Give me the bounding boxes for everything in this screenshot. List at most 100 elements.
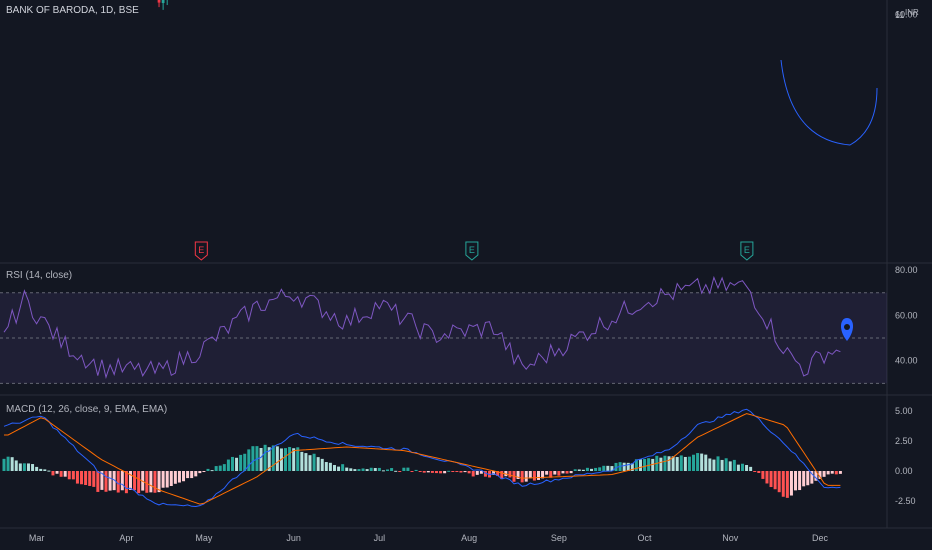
macd-histogram-bar <box>104 471 108 492</box>
macd-histogram-bar <box>569 471 573 474</box>
macd-legend[interactable]: MACD (12, 26, close, 9, EMA, EMA) <box>6 404 168 415</box>
macd-histogram-bar <box>467 471 471 474</box>
rsi-axis-tick: 40.00 <box>895 356 918 366</box>
time-axis-label: Sep <box>551 533 567 543</box>
macd-histogram-bar <box>161 471 165 488</box>
macd-histogram-bar <box>169 471 173 486</box>
macd-histogram-bar <box>39 468 43 471</box>
macd-histogram-bar <box>430 471 434 473</box>
macd-histogram-bar <box>402 467 406 471</box>
macd-histogram-bar <box>96 471 100 492</box>
macd-histogram-bar <box>406 467 410 471</box>
macd-histogram-bar <box>182 471 186 482</box>
macd-histogram-bar <box>765 471 769 484</box>
macd-histogram-bar <box>43 469 47 471</box>
macd-histogram-bar <box>377 467 381 471</box>
macd-axis-tick: -2.50 <box>895 496 916 506</box>
candle-body <box>157 0 161 3</box>
macd-histogram-bar <box>365 469 369 471</box>
macd-axis-tick: 5.00 <box>895 406 913 416</box>
macd-histogram-bar <box>594 467 598 471</box>
macd-histogram-bar <box>373 468 377 471</box>
macd-histogram-bar <box>439 471 443 474</box>
macd-histogram-bar <box>838 471 842 474</box>
macd-histogram-bar <box>830 471 834 474</box>
macd-axis-tick: 0.00 <box>895 466 913 476</box>
macd-histogram-bar <box>508 471 512 478</box>
macd-histogram-bar <box>545 471 549 475</box>
rsi-axis-tick: 60.00 <box>895 310 918 320</box>
macd-axis-tick: 2.50 <box>895 436 913 446</box>
macd-histogram-bar <box>700 453 704 471</box>
macd-histogram-bar <box>284 448 288 471</box>
macd-histogram-bar <box>459 471 463 473</box>
earnings-marker-shape <box>194 241 208 261</box>
macd-histogram-bar <box>47 470 51 472</box>
macd-histogram-bar <box>226 459 230 471</box>
macd-histogram-bar <box>165 471 169 488</box>
macd-histogram-bar <box>63 471 67 477</box>
macd-histogram-bar <box>749 466 753 471</box>
macd-histogram-bar <box>145 471 149 493</box>
macd-histogram-bar <box>683 456 687 471</box>
time-axis-label: Jun <box>286 533 301 543</box>
macd-histogram-bar <box>414 469 418 471</box>
earnings-marker-label: E <box>744 245 750 255</box>
macd-histogram-bar <box>671 456 675 471</box>
macd-histogram-bar <box>267 447 271 471</box>
macd-histogram-bar <box>622 462 626 471</box>
rsi-legend[interactable]: RSI (14, close) <box>6 270 73 281</box>
macd-histogram-bar <box>263 444 267 471</box>
macd-histogram-bar <box>381 470 385 472</box>
macd-histogram-bar <box>210 470 214 472</box>
macd-histogram-bar <box>218 465 222 471</box>
macd-histogram-bar <box>479 471 483 474</box>
macd-histogram-bar <box>410 471 414 472</box>
macd-histogram-bar <box>802 471 806 487</box>
macd-histogram-bar <box>14 460 18 471</box>
macd-histogram-bar <box>528 471 532 479</box>
macd-histogram-bar <box>271 445 275 471</box>
macd-histogram-bar <box>71 471 75 480</box>
macd-histogram-bar <box>345 467 349 471</box>
macd-histogram-bar <box>773 471 777 490</box>
candle-body <box>161 0 165 4</box>
macd-histogram-bar <box>598 467 602 471</box>
macd-histogram-bar <box>585 467 589 471</box>
macd-histogram-bar <box>520 471 524 483</box>
currency-label: INR <box>905 8 919 17</box>
macd-histogram-bar <box>492 471 496 475</box>
macd-histogram-bar <box>769 471 773 488</box>
macd-histogram-bar <box>651 458 655 471</box>
macd-histogram-bar <box>239 454 243 471</box>
macd-histogram-bar <box>561 471 565 474</box>
macd-histogram-bar <box>606 465 610 471</box>
macd-histogram-bar <box>659 457 663 471</box>
macd-histogram-bar <box>108 471 112 491</box>
macd-histogram-bar <box>761 471 765 479</box>
macd-histogram-bar <box>573 469 577 471</box>
macd-histogram-bar <box>565 471 569 474</box>
macd-histogram-bar <box>704 454 708 471</box>
macd-histogram-bar <box>328 462 332 471</box>
macd-histogram-bar <box>553 471 557 475</box>
symbol-title[interactable]: BANK OF BARODA, 1D, BSE <box>6 5 139 16</box>
macd-histogram-bar <box>630 463 634 471</box>
macd-histogram-bar <box>549 471 553 478</box>
macd-histogram-bar <box>247 449 251 471</box>
macd-histogram-bar <box>708 458 712 471</box>
macd-histogram-bar <box>516 471 520 479</box>
macd-histogram-bar <box>638 459 642 471</box>
macd-histogram-bar <box>357 469 361 471</box>
macd-histogram-bar <box>443 471 447 474</box>
macd-histogram-bar <box>647 458 651 471</box>
macd-histogram-bar <box>35 466 39 471</box>
macd-histogram-bar <box>590 468 594 471</box>
macd-histogram-bar <box>728 461 732 471</box>
macd-histogram-bar <box>51 471 55 476</box>
macd-histogram-bar <box>80 471 84 485</box>
macd-histogram-bar <box>634 459 638 471</box>
macd-histogram-bar <box>398 471 402 472</box>
